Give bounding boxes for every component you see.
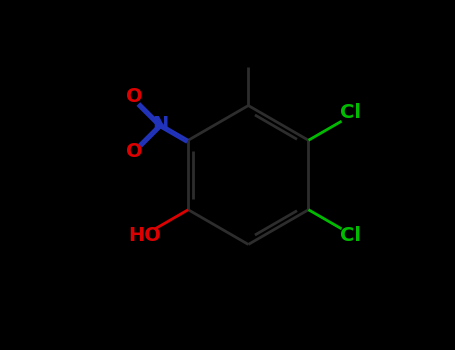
Text: HO: HO <box>128 226 161 245</box>
Text: Cl: Cl <box>340 226 361 245</box>
Text: Cl: Cl <box>340 103 361 122</box>
Text: O: O <box>126 142 142 161</box>
Text: O: O <box>126 88 142 106</box>
Text: N: N <box>152 114 168 134</box>
